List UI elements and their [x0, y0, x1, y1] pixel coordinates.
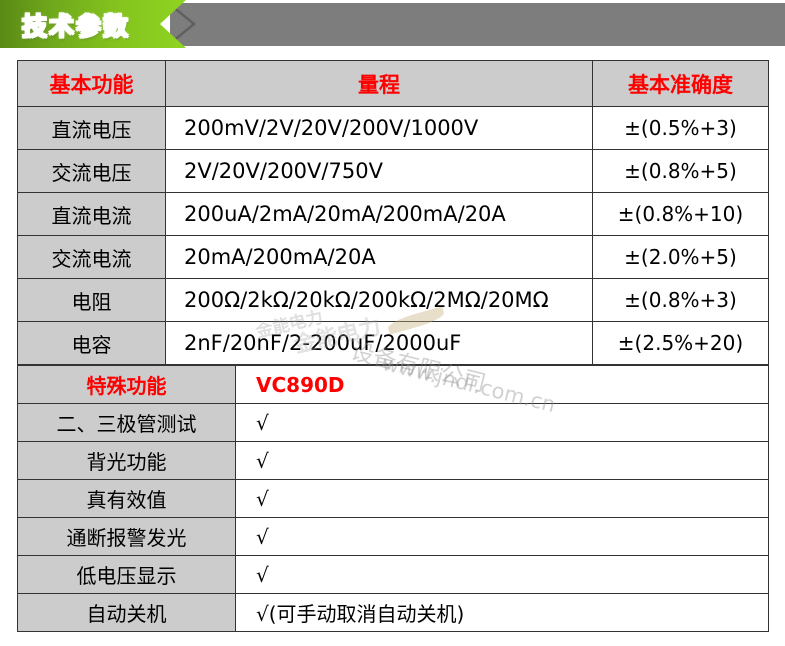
- table-row: 真有效值 √: [17, 479, 769, 518]
- special-function-label: 自动关机: [17, 593, 236, 632]
- table-row: 低电压显示 √: [17, 555, 769, 594]
- banner-chevron-inner-icon: [170, 6, 192, 42]
- special-function-value: √: [235, 479, 769, 518]
- special-function-label: 二、三极管测试: [17, 403, 236, 442]
- spec-function-label: 电阻: [17, 278, 166, 322]
- table-row: 电阻 200Ω/2kΩ/20kΩ/200kΩ/2MΩ/20MΩ ±(0.8%+3…: [17, 278, 769, 322]
- table-row: 背光功能 √: [17, 441, 769, 480]
- table-row: 二、三极管测试 √: [17, 403, 769, 442]
- spec-range-value: 2nF/20nF/2-200uF/2000uF: [165, 321, 593, 365]
- spec-accuracy-value: ±(2.0%+5): [592, 235, 769, 279]
- table-row: 电容 2nF/20nF/2-200uF/2000uF ±(2.5%+20): [17, 321, 769, 365]
- special-function-label: 通断报警发光: [17, 517, 236, 556]
- page-title: 技术参数: [22, 12, 131, 41]
- special-function-value: √: [235, 403, 769, 442]
- spec-function-label: 电容: [17, 321, 166, 365]
- specs-header-accuracy: 基本准确度: [592, 60, 769, 107]
- spec-function-label: 直流电流: [17, 192, 166, 236]
- special-functions-header-row: 特殊功能 VC890D: [17, 365, 769, 404]
- special-functions-table: 特殊功能 VC890D 二、三极管测试 √ 背光功能 √ 真有效值 √ 通断报警…: [17, 365, 769, 632]
- spec-function-label: 直流电压: [17, 106, 166, 150]
- banner-green-tab: [0, 0, 186, 48]
- banner-gray-bar: [170, 3, 785, 46]
- spec-range-value: 20mA/200mA/20A: [165, 235, 593, 279]
- page-banner: 技术参数: [0, 0, 785, 50]
- tables-container: 基本功能 量程 基本准确度 直流电压 200mV/2V/20V/200V/100…: [17, 60, 769, 632]
- table-row: 直流电压 200mV/2V/20V/200V/1000V ±(0.5%+3): [17, 106, 769, 150]
- table-row: 自动关机 √(可手动取消自动关机): [17, 593, 769, 632]
- table-row: 交流电压 2V/20V/200V/750V ±(0.8%+5): [17, 149, 769, 193]
- specs-header-function: 基本功能: [17, 60, 166, 107]
- special-function-value: √: [235, 441, 769, 480]
- special-functions-table-body: 特殊功能 VC890D 二、三极管测试 √ 背光功能 √ 真有效值 √ 通断报警…: [17, 365, 769, 632]
- specs-table: 基本功能 量程 基本准确度 直流电压 200mV/2V/20V/200V/100…: [17, 60, 769, 365]
- special-function-label: 背光功能: [17, 441, 236, 480]
- spec-function-label: 交流电压: [17, 149, 166, 193]
- special-function-label: 真有效值: [17, 479, 236, 518]
- spec-accuracy-value: ±(2.5%+20): [592, 321, 769, 365]
- specs-table-header-row: 基本功能 量程 基本准确度: [17, 60, 769, 107]
- specs-header-range: 量程: [165, 60, 593, 107]
- table-row: 直流电流 200uA/2mA/20mA/200mA/20A ±(0.8%+10): [17, 192, 769, 236]
- special-function-label: 低电压显示: [17, 555, 236, 594]
- special-function-value: √: [235, 517, 769, 556]
- spec-function-label: 交流电流: [17, 235, 166, 279]
- model-name: VC890D: [235, 365, 769, 404]
- table-row: 交流电流 20mA/200mA/20A ±(2.0%+5): [17, 235, 769, 279]
- spec-range-value: 200Ω/2kΩ/20kΩ/200kΩ/2MΩ/20MΩ: [165, 278, 593, 322]
- spec-accuracy-value: ±(0.8%+3): [592, 278, 769, 322]
- specs-table-body: 基本功能 量程 基本准确度 直流电压 200mV/2V/20V/200V/100…: [17, 60, 769, 365]
- spec-accuracy-value: ±(0.8%+5): [592, 149, 769, 193]
- special-function-value: √(可手动取消自动关机): [235, 593, 769, 632]
- spec-range-value: 200uA/2mA/20mA/200mA/20A: [165, 192, 593, 236]
- spec-range-value: 2V/20V/200V/750V: [165, 149, 593, 193]
- spec-accuracy-value: ±(0.8%+10): [592, 192, 769, 236]
- special-function-value: √: [235, 555, 769, 594]
- table-row: 通断报警发光 √: [17, 517, 769, 556]
- spec-accuracy-value: ±(0.5%+3): [592, 106, 769, 150]
- special-functions-header-label: 特殊功能: [17, 365, 236, 404]
- spec-range-value: 200mV/2V/20V/200V/1000V: [165, 106, 593, 150]
